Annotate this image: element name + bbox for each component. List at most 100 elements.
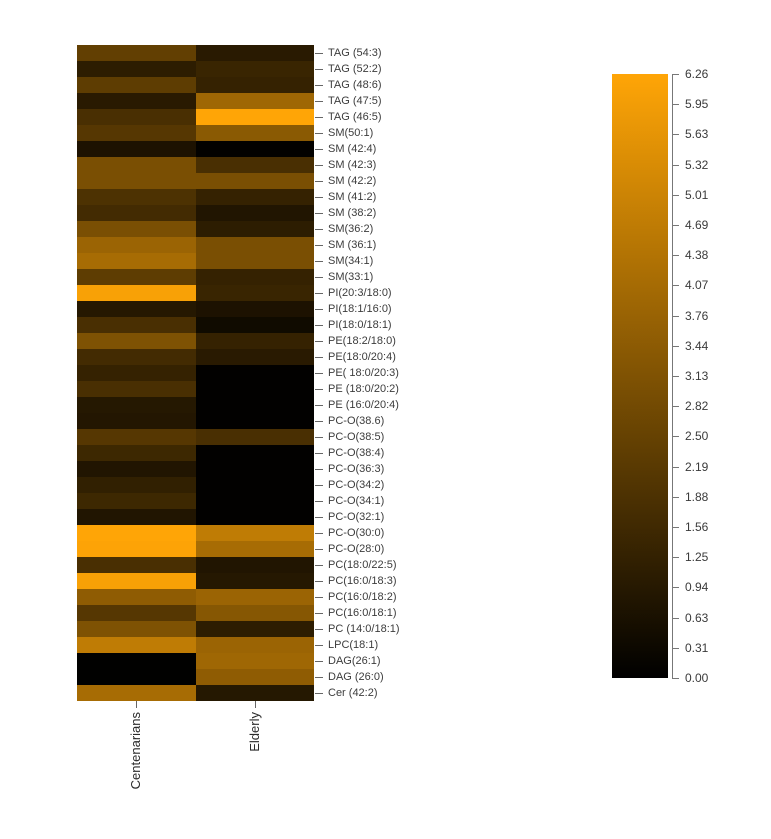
x-axis-tick-centenarians bbox=[136, 701, 137, 708]
row-label: PC-O(34:1) bbox=[328, 495, 385, 507]
heatmap-cell bbox=[77, 445, 196, 461]
row-tick bbox=[315, 293, 323, 294]
colorbar-tick bbox=[672, 195, 679, 196]
row-tick bbox=[315, 309, 323, 310]
colorbar-tick-label: 0.00 bbox=[685, 671, 709, 685]
colorbar-tick-label: 5.95 bbox=[685, 97, 709, 111]
heatmap-cell bbox=[195, 605, 314, 621]
heatmap-cell bbox=[195, 573, 314, 589]
heatmap-cell bbox=[195, 397, 314, 413]
row-label: PC(16:0/18:1) bbox=[328, 607, 397, 619]
colorbar-tick-label: 2.82 bbox=[685, 399, 709, 413]
colorbar-tick-label: 1.88 bbox=[685, 490, 709, 504]
heatmap-cell bbox=[77, 573, 196, 589]
row-tick bbox=[315, 485, 323, 486]
heatmap-cell bbox=[77, 45, 196, 61]
heatmap-cell bbox=[77, 365, 196, 381]
heatmap-cell bbox=[195, 365, 314, 381]
colorbar-tick bbox=[672, 618, 679, 619]
heatmap-cell bbox=[195, 621, 314, 637]
row-label: PI(18:0/18:1) bbox=[328, 319, 392, 331]
row-tick bbox=[315, 181, 323, 182]
heatmap-cell bbox=[77, 461, 196, 477]
heatmap-cell bbox=[195, 349, 314, 365]
heatmap-cell bbox=[195, 317, 314, 333]
heatmap-cell bbox=[77, 173, 196, 189]
heatmap-cell bbox=[195, 77, 314, 93]
heatmap-cell bbox=[77, 333, 196, 349]
colorbar-tick bbox=[672, 225, 679, 226]
row-tick bbox=[315, 245, 323, 246]
row-tick bbox=[315, 437, 323, 438]
row-tick bbox=[315, 101, 323, 102]
row-label: PI(20:3/18:0) bbox=[328, 287, 392, 299]
heatmap-cell bbox=[195, 269, 314, 285]
colorbar-tick-label: 4.38 bbox=[685, 248, 709, 262]
row-tick bbox=[315, 565, 323, 566]
row-label: TAG (54:3) bbox=[328, 47, 382, 59]
colorbar-tick-label: 5.63 bbox=[685, 127, 709, 141]
row-label: SM(33:1) bbox=[328, 271, 374, 283]
heatmap-cell bbox=[77, 685, 196, 701]
row-label: SM (42:4) bbox=[328, 143, 377, 155]
heatmap-cell bbox=[195, 205, 314, 221]
heatmap-cell bbox=[195, 477, 314, 493]
row-tick bbox=[315, 325, 323, 326]
row-tick bbox=[315, 373, 323, 374]
colorbar-tick bbox=[672, 406, 679, 407]
colorbar-tick-label: 5.01 bbox=[685, 188, 709, 202]
row-tick bbox=[315, 597, 323, 598]
row-tick bbox=[315, 261, 323, 262]
row-tick bbox=[315, 229, 323, 230]
colorbar-tick bbox=[672, 527, 679, 528]
row-label: SM(34:1) bbox=[328, 255, 374, 267]
heatmap-cell bbox=[77, 61, 196, 77]
row-tick bbox=[315, 341, 323, 342]
colorbar-tick bbox=[672, 74, 679, 75]
row-tick bbox=[315, 389, 323, 390]
row-tick bbox=[315, 533, 323, 534]
colorbar-tick-label: 2.50 bbox=[685, 429, 709, 443]
heatmap-cell bbox=[195, 157, 314, 173]
row-label: DAG(26:1) bbox=[328, 655, 381, 667]
colorbar-tick-label: 0.63 bbox=[685, 611, 709, 625]
colorbar-gradient bbox=[612, 74, 668, 678]
heatmap-cell bbox=[77, 269, 196, 285]
row-label: PC-O(30:0) bbox=[328, 527, 385, 539]
row-label: PC-O(32:1) bbox=[328, 511, 385, 523]
colorbar-tick-label: 5.32 bbox=[685, 158, 709, 172]
column-label-elderly: Elderly bbox=[247, 712, 262, 752]
heatmap-cell bbox=[195, 669, 314, 685]
row-tick bbox=[315, 165, 323, 166]
heatmap-cell bbox=[77, 605, 196, 621]
colorbar-tick bbox=[672, 436, 679, 437]
heatmap-cell bbox=[195, 557, 314, 573]
colorbar-tick bbox=[672, 587, 679, 588]
x-axis-tick-elderly bbox=[255, 701, 256, 708]
heatmap-cell bbox=[77, 125, 196, 141]
heatmap-cell bbox=[77, 557, 196, 573]
row-label: DAG (26:0) bbox=[328, 671, 384, 683]
row-tick bbox=[315, 581, 323, 582]
row-tick bbox=[315, 197, 323, 198]
heatmap-cell bbox=[77, 317, 196, 333]
row-tick bbox=[315, 613, 323, 614]
colorbar-tick-label: 4.07 bbox=[685, 278, 709, 292]
heatmap-cell bbox=[77, 477, 196, 493]
heatmap-cell bbox=[77, 525, 196, 541]
heatmap-cell bbox=[77, 653, 196, 669]
row-tick bbox=[315, 549, 323, 550]
heatmap-cell bbox=[77, 637, 196, 653]
colorbar-tick-label: 4.69 bbox=[685, 218, 709, 232]
row-label: SM (38:2) bbox=[328, 207, 377, 219]
heatmap-cell bbox=[195, 61, 314, 77]
row-label: SM(50:1) bbox=[328, 127, 374, 139]
heatmap-cell bbox=[77, 205, 196, 221]
row-label: PC(16:0/18:3) bbox=[328, 575, 397, 587]
row-label: PC-O(38.6) bbox=[328, 415, 385, 427]
heatmap-cell bbox=[195, 301, 314, 317]
colorbar-tick-label: 0.94 bbox=[685, 580, 709, 594]
row-tick bbox=[315, 85, 323, 86]
heatmap-cell bbox=[195, 429, 314, 445]
heatmap-cell bbox=[195, 637, 314, 653]
